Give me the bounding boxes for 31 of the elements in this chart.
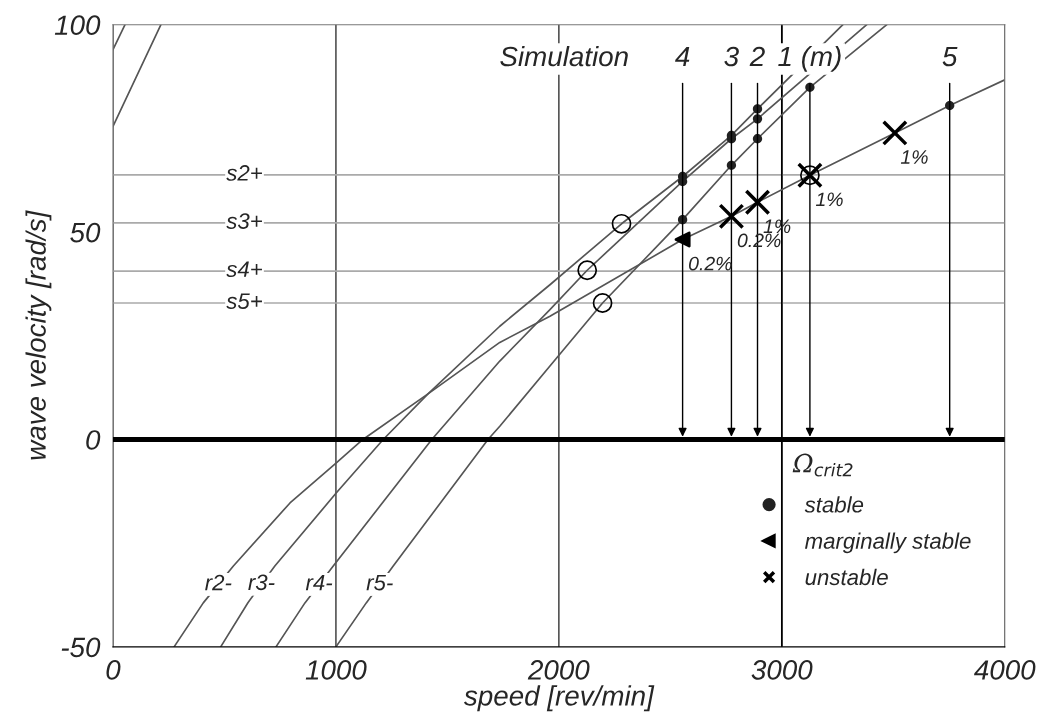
y-axis-title: wave velocity [rad/s] <box>25 210 52 460</box>
series-label: r3- <box>248 574 275 591</box>
series-label: r4- <box>305 574 333 591</box>
series-label: r5- <box>366 574 393 591</box>
series-label: r2- <box>205 574 232 591</box>
y-tick-label: 0 <box>86 430 101 450</box>
annotation: 4 <box>675 46 690 67</box>
ref-line-label: Ω$_{crit2}$ <box>792 453 853 477</box>
x-axis-title: speed [rev/min] <box>464 685 655 712</box>
annotation: 1 (m) <box>778 45 841 72</box>
legend-label: stable <box>804 496 864 513</box>
annotation: Simulation <box>500 45 628 67</box>
y-tick-label: 50 <box>70 222 101 243</box>
x-tick-label: 1000 <box>305 660 367 680</box>
ref-line-label: s5+ <box>226 293 262 309</box>
legend-label: marginally stable <box>805 532 971 554</box>
annotation: 5 <box>942 46 958 67</box>
y-tick-label: -50 <box>61 637 101 658</box>
annotation: 3 <box>724 46 739 67</box>
x-tick-label: 4000 <box>974 660 1036 680</box>
ref-line-label: s3+ <box>226 213 262 229</box>
x-tick-label: 3000 <box>751 660 813 680</box>
ref-line-label: s2+ <box>226 165 262 181</box>
x-tick-label: 0 <box>106 660 121 680</box>
annotation: 1% <box>815 192 843 207</box>
y-tick-label: 100 <box>54 15 101 36</box>
annotation: 1% <box>900 150 928 164</box>
x-tick-label: 2000 <box>527 660 590 680</box>
legend-label: unstable <box>805 568 888 586</box>
annotation: 2 <box>749 46 765 67</box>
ref-line-label: s4+ <box>226 261 262 278</box>
